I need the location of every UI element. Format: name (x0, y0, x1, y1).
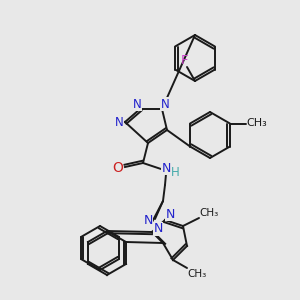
Text: H: H (171, 166, 179, 178)
Text: N: N (115, 116, 123, 128)
Text: N: N (153, 223, 163, 236)
Text: CH₃: CH₃ (188, 269, 207, 279)
Text: CH₃: CH₃ (247, 118, 267, 128)
Text: N: N (133, 98, 141, 110)
Text: N: N (165, 208, 175, 220)
Text: F: F (180, 53, 188, 67)
Text: N: N (143, 214, 153, 227)
Text: CH₃: CH₃ (200, 208, 219, 218)
Text: O: O (112, 161, 123, 175)
Text: N: N (161, 161, 171, 175)
Text: N: N (160, 98, 169, 110)
